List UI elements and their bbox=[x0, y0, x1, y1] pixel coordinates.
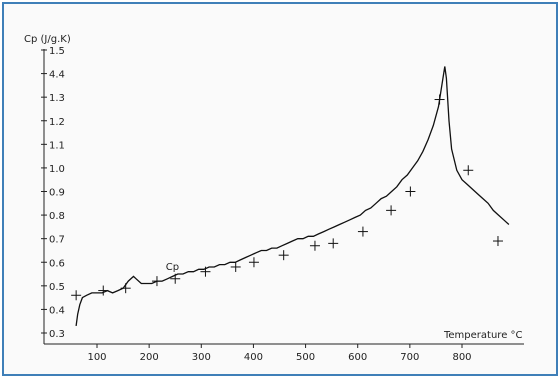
y-tick-label: 0.5 bbox=[49, 282, 65, 293]
data-point-marker bbox=[434, 94, 445, 105]
cp-temperature-chart: Cp (J/g.K) Temperature °C 100 200 300 400 50… bbox=[24, 34, 524, 363]
cp-curve bbox=[75, 66, 510, 326]
x-tick-label: 200 bbox=[140, 352, 159, 363]
y-tick-label: 0.4 bbox=[49, 305, 65, 316]
data-point-marker bbox=[248, 257, 259, 268]
data-point-marker bbox=[463, 165, 474, 176]
x-tick-label: 600 bbox=[348, 352, 367, 363]
y-axis-label: Cp (J/g.K) bbox=[24, 34, 71, 45]
y-tick-label: 1.3 bbox=[49, 93, 65, 104]
x-axis-label: Temperature °C bbox=[443, 330, 523, 341]
data-point-marker bbox=[71, 290, 82, 301]
y-tick-label: 0.6 bbox=[49, 258, 65, 269]
y-tick-label: 0.9 bbox=[49, 188, 65, 199]
y-tick-label: 0.7 bbox=[49, 235, 65, 246]
data-point-marker bbox=[386, 205, 397, 216]
data-point-marker bbox=[278, 250, 289, 261]
data-point-marker bbox=[170, 273, 181, 284]
x-tick-label: 400 bbox=[244, 352, 263, 363]
y-tick-label: 1.0 bbox=[49, 164, 65, 175]
y-tick-label: 0.8 bbox=[49, 211, 65, 222]
x-tick-label: 300 bbox=[192, 352, 211, 363]
data-point-marker bbox=[328, 238, 339, 249]
x-tick-label: 500 bbox=[296, 352, 315, 363]
data-point-marker bbox=[151, 276, 162, 287]
y-tick-label: 1.1 bbox=[49, 140, 65, 151]
data-point-marker bbox=[200, 266, 211, 277]
data-point-marker bbox=[120, 283, 131, 294]
x-tick-label: 700 bbox=[400, 352, 419, 363]
series-annotation: Cp bbox=[166, 262, 179, 273]
data-point-marker bbox=[405, 186, 416, 197]
data-point-marker bbox=[230, 261, 241, 272]
x-tick-label: 100 bbox=[87, 352, 106, 363]
chart-frame: Cp (J/g.K) Temperature °C 100 200 300 400 50… bbox=[2, 2, 558, 376]
x-tick-label: 800 bbox=[452, 352, 471, 363]
data-point-marker bbox=[492, 236, 503, 247]
data-point-marker bbox=[357, 226, 368, 237]
data-point-marker bbox=[309, 240, 320, 251]
data-point-marker bbox=[98, 285, 109, 296]
y-tick-label: 1.2 bbox=[49, 117, 65, 128]
y-tick-label: 0.3 bbox=[49, 329, 65, 340]
y-tick-label: 4.4 bbox=[49, 70, 65, 81]
y-tick-label: 1.5 bbox=[49, 46, 65, 57]
